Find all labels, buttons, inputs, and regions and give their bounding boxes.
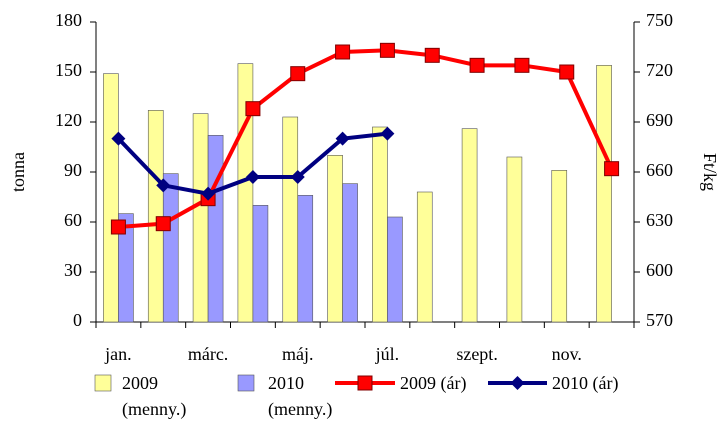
bar — [192, 113, 209, 323]
y2-tick-label: 720 — [646, 60, 673, 80]
y2-tick-label: 660 — [646, 160, 673, 180]
x-tick-label: szept. — [456, 344, 497, 364]
line-marker — [111, 131, 126, 146]
y-tick-label: 60 — [64, 210, 82, 230]
bar — [103, 73, 119, 323]
bar — [506, 156, 523, 323]
line-marker — [155, 216, 171, 232]
line — [118, 48, 614, 229]
y2-tick-label: 570 — [646, 310, 673, 330]
y2-axis-title: Ft/kg — [700, 153, 720, 191]
line-marker — [469, 57, 485, 73]
line-marker — [604, 161, 620, 177]
x-tick-label: júl. — [375, 344, 400, 364]
line-marker — [245, 101, 261, 117]
bar — [282, 116, 299, 323]
line-marker — [379, 42, 395, 58]
legend-swatch — [94, 374, 112, 392]
x-tick-label: jan. — [104, 344, 132, 364]
line-marker — [290, 66, 306, 82]
legend-marker — [357, 375, 373, 391]
line-marker — [110, 219, 126, 235]
legend-swatch — [237, 374, 255, 392]
bar — [461, 128, 478, 323]
line-marker — [559, 64, 575, 80]
x-tick-label: máj. — [282, 344, 314, 364]
x-tick-label: nov. — [552, 344, 582, 364]
line-marker — [290, 170, 305, 184]
y2-tick-label: 600 — [646, 260, 673, 280]
y-tick-label: 0 — [73, 310, 82, 330]
y-axis-title: tonna — [8, 152, 28, 192]
y-tick-label: 120 — [55, 110, 82, 130]
bar — [416, 191, 433, 323]
bar — [327, 155, 343, 323]
bar — [147, 110, 164, 323]
y-tick-label: 30 — [64, 260, 82, 280]
bar — [342, 183, 358, 323]
bar — [252, 205, 269, 323]
y2-tick-label: 630 — [646, 210, 673, 230]
legend-label: 2009 (menny.) — [122, 373, 187, 419]
y-tick-label: 90 — [64, 160, 82, 180]
bar — [162, 173, 179, 323]
bar — [387, 216, 403, 323]
line-marker — [335, 131, 350, 146]
line-marker — [245, 170, 260, 184]
line-marker — [380, 126, 395, 141]
bar — [118, 213, 134, 323]
legend-marker — [510, 376, 525, 390]
bar — [207, 135, 224, 323]
line-marker — [424, 47, 440, 63]
x-tick-label: márc. — [188, 344, 228, 364]
y-tick-label: 150 — [55, 60, 82, 80]
legend-label: 2009 (ár) — [400, 373, 467, 393]
legend-label: 2010 (menny.) — [268, 373, 333, 419]
line-marker — [514, 57, 530, 73]
line-marker — [156, 178, 171, 193]
legend-label: 2010 (ár) — [552, 373, 619, 393]
y2-tick-label: 690 — [646, 110, 673, 130]
y-tick-label: 180 — [55, 10, 82, 30]
line-marker — [201, 186, 216, 201]
bar — [551, 170, 568, 323]
bar — [372, 126, 388, 323]
bar — [596, 65, 612, 323]
line-marker — [335, 44, 351, 60]
y2-tick-label: 750 — [646, 10, 673, 30]
bar — [297, 195, 314, 323]
